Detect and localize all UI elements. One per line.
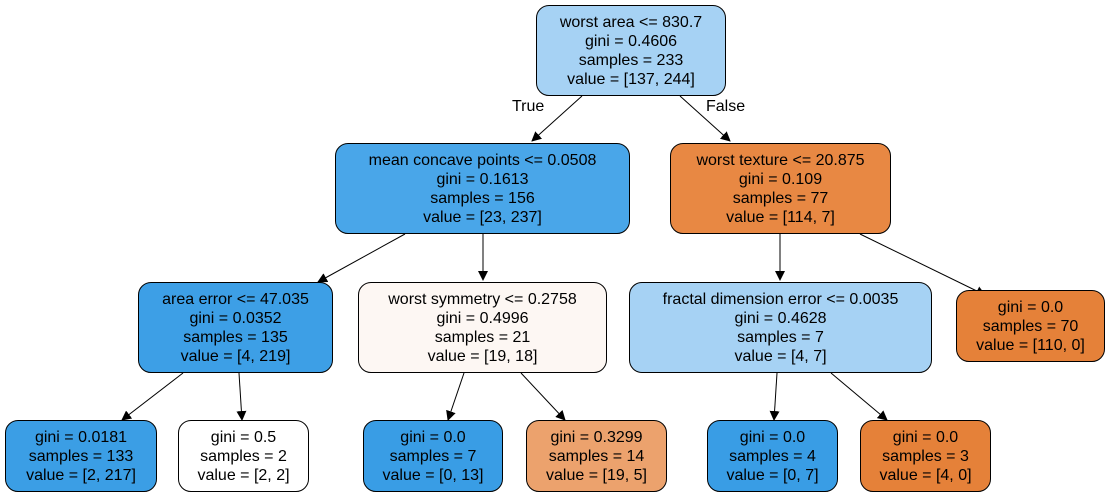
node-value: value = [4, 0] xyxy=(879,466,972,484)
tree-leaf: gini = 0.0 samples = 70 value = [110, 0] xyxy=(956,290,1105,362)
tree-leaf: gini = 0.0181 samples = 133 value = [2, … xyxy=(5,420,157,492)
node-gini: gini = 0.0352 xyxy=(189,309,282,327)
tree-node: fractal dimension error <= 0.0035 gini =… xyxy=(629,282,932,373)
node-value: value = [19, 5] xyxy=(546,466,647,484)
node-split: worst symmetry <= 0.2758 xyxy=(388,290,577,308)
node-gini: gini = 0.0181 xyxy=(34,428,128,446)
node-gini: gini = 0.4628 xyxy=(734,309,827,327)
tree-node: area error <= 47.035 gini = 0.0352 sampl… xyxy=(138,282,333,373)
tree-leaf: gini = 0.0 samples = 7 value = [0, 13] xyxy=(363,420,503,492)
edge-n1-n3 xyxy=(317,233,406,283)
node-split: worst area <= 830.7 xyxy=(559,13,703,31)
node-samples: samples = 4 xyxy=(729,447,816,465)
node-gini: gini = 0.0 xyxy=(997,298,1064,316)
node-samples: samples = 7 xyxy=(389,447,477,465)
node-samples: samples = 2 xyxy=(200,447,287,465)
edge-n4-n10 xyxy=(520,372,566,421)
node-value: value = [19, 18] xyxy=(427,347,538,365)
node-gini: gini = 0.0 xyxy=(892,428,959,446)
edge-n4-n9 xyxy=(446,372,465,421)
node-samples: samples = 3 xyxy=(882,447,969,465)
node-value: value = [2, 2] xyxy=(197,466,290,484)
node-split: area error <= 47.035 xyxy=(162,290,309,308)
tree-leaf: gini = 0.5 samples = 2 value = [2, 2] xyxy=(178,420,309,492)
node-gini: gini = 0.109 xyxy=(738,170,823,188)
edge-n5-n12 xyxy=(830,372,888,421)
tree-node-root: worst area <= 830.7 gini = 0.4606 sample… xyxy=(536,5,726,96)
edge-n0-n2 xyxy=(679,95,731,142)
node-gini: gini = 0.0 xyxy=(400,428,466,446)
node-samples: samples = 77 xyxy=(732,189,829,207)
node-split: mean concave points <= 0.0508 xyxy=(368,151,597,169)
node-value: value = [0, 13] xyxy=(382,466,484,484)
node-samples: samples = 156 xyxy=(430,189,535,207)
node-gini: gini = 0.1613 xyxy=(436,170,529,188)
node-samples: samples = 14 xyxy=(548,447,645,465)
node-gini: gini = 0.5 xyxy=(210,428,277,446)
edge-n5-n11 xyxy=(769,372,780,421)
edge-n3-n7 xyxy=(121,372,184,421)
node-split: worst texture <= 20.875 xyxy=(696,151,865,169)
edge-label-true: True xyxy=(512,98,545,115)
node-value: value = [137, 244] xyxy=(567,70,695,88)
node-samples: samples = 233 xyxy=(578,51,684,69)
node-samples: samples = 7 xyxy=(737,328,824,346)
tree-leaf: gini = 0.3299 samples = 14 value = [19, … xyxy=(526,420,667,492)
edge-label-false: False xyxy=(706,98,746,115)
edge-n0-n1 xyxy=(531,95,583,142)
tree-node: worst symmetry <= 0.2758 gini = 0.4996 s… xyxy=(358,282,607,373)
node-value: value = [0, 7] xyxy=(726,466,819,484)
node-samples: samples = 135 xyxy=(183,328,288,346)
node-value: value = [110, 0] xyxy=(976,336,1085,354)
node-samples: samples = 133 xyxy=(28,447,134,465)
node-samples: samples = 21 xyxy=(434,328,531,346)
tree-leaf: gini = 0.0 samples = 4 value = [0, 7] xyxy=(707,420,838,492)
node-value: value = [2, 217] xyxy=(26,466,136,484)
edge-n2-n6 xyxy=(859,233,986,296)
node-gini: gini = 0.4606 xyxy=(584,32,678,50)
node-value: value = [114, 7] xyxy=(726,208,835,226)
node-value: value = [23, 237] xyxy=(423,208,542,226)
tree-node: mean concave points <= 0.0508 gini = 0.1… xyxy=(335,143,630,234)
edge-n3-n8 xyxy=(236,372,247,421)
node-value: value = [4, 7] xyxy=(734,347,827,365)
tree-leaf: gini = 0.0 samples = 3 value = [4, 0] xyxy=(860,420,991,492)
node-gini: gini = 0.3299 xyxy=(550,428,643,446)
node-samples: samples = 70 xyxy=(982,317,1079,335)
node-gini: gini = 0.4996 xyxy=(436,309,529,327)
tree-node: worst texture <= 20.875 gini = 0.109 sam… xyxy=(670,143,891,234)
node-gini: gini = 0.0 xyxy=(739,428,806,446)
node-split: fractal dimension error <= 0.0035 xyxy=(662,290,899,308)
node-value: value = [4, 219] xyxy=(180,347,291,365)
